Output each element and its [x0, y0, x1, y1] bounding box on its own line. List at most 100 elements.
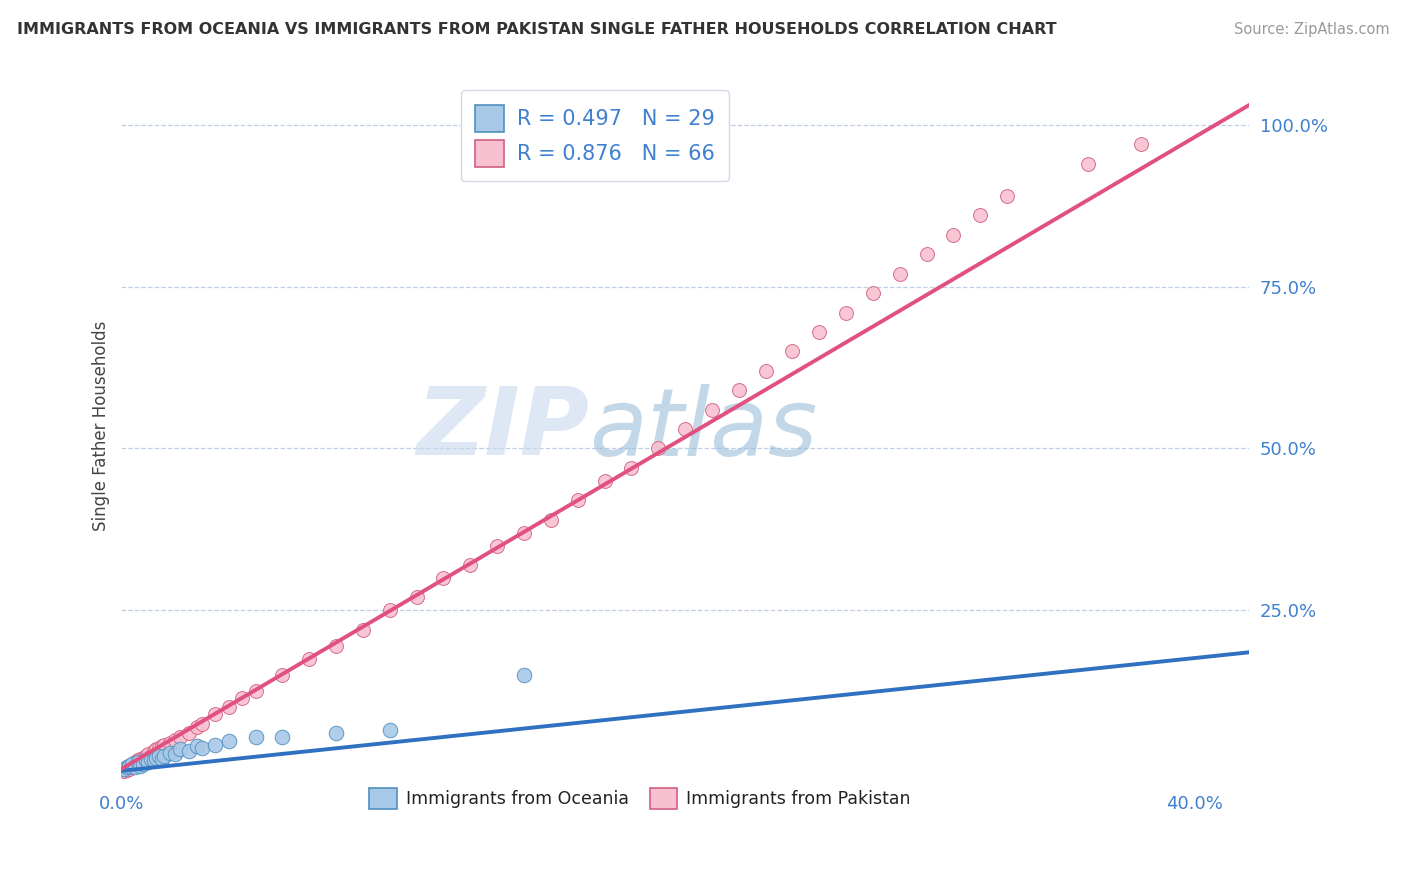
Point	[186, 720, 208, 734]
Point	[165, 747, 187, 761]
Point	[191, 716, 214, 731]
Point	[150, 739, 173, 754]
Point	[136, 751, 159, 765]
Point	[513, 525, 536, 540]
Point	[112, 762, 135, 776]
Point	[129, 756, 152, 770]
Point	[121, 760, 143, 774]
Point	[593, 474, 616, 488]
Point	[378, 603, 401, 617]
Point	[298, 652, 321, 666]
Point	[727, 383, 749, 397]
Point	[132, 757, 155, 772]
Point	[567, 493, 589, 508]
Point	[139, 748, 162, 763]
Point	[942, 227, 965, 242]
Point	[135, 754, 157, 768]
Point	[153, 748, 176, 763]
Point	[782, 344, 804, 359]
Point	[135, 748, 157, 763]
Point	[148, 740, 170, 755]
Point	[204, 738, 226, 752]
Point	[673, 422, 696, 436]
Point	[218, 700, 240, 714]
Point	[115, 763, 138, 777]
Point	[169, 730, 191, 744]
Point	[995, 189, 1018, 203]
Point	[112, 764, 135, 778]
Point	[132, 751, 155, 765]
Point	[127, 754, 149, 768]
Point	[460, 558, 482, 572]
Point	[486, 539, 509, 553]
Point	[191, 740, 214, 755]
Point	[118, 762, 141, 776]
Point	[432, 571, 454, 585]
Point	[245, 730, 267, 744]
Point	[153, 738, 176, 752]
Point	[112, 762, 135, 776]
Point	[231, 690, 253, 705]
Point	[835, 305, 858, 319]
Point	[127, 756, 149, 770]
Point	[124, 758, 146, 772]
Point	[115, 760, 138, 774]
Point	[513, 668, 536, 682]
Point	[754, 364, 776, 378]
Text: IMMIGRANTS FROM OCEANIA VS IMMIGRANTS FROM PAKISTAN SINGLE FATHER HOUSEHOLDS COR: IMMIGRANTS FROM OCEANIA VS IMMIGRANTS FR…	[17, 22, 1056, 37]
Point	[889, 267, 911, 281]
Point	[915, 247, 938, 261]
Point	[145, 742, 167, 756]
Point	[620, 461, 643, 475]
Text: atlas: atlas	[589, 384, 817, 475]
Point	[118, 758, 141, 772]
Point	[142, 754, 165, 768]
Point	[127, 757, 149, 772]
Point	[218, 734, 240, 748]
Y-axis label: Single Father Households: Single Father Households	[93, 320, 110, 531]
Point	[271, 668, 294, 682]
Point	[124, 760, 146, 774]
Point	[159, 736, 181, 750]
Point	[132, 754, 155, 768]
Point	[647, 442, 669, 456]
Point	[540, 513, 562, 527]
Point	[378, 723, 401, 737]
Point	[121, 757, 143, 772]
Point	[165, 732, 187, 747]
Point	[204, 706, 226, 721]
Point	[139, 752, 162, 766]
Point	[1130, 137, 1153, 152]
Point	[115, 760, 138, 774]
Point	[118, 758, 141, 772]
Point	[124, 756, 146, 770]
Point	[177, 726, 200, 740]
Point	[136, 756, 159, 770]
Point	[245, 684, 267, 698]
Point	[169, 742, 191, 756]
Point	[145, 751, 167, 765]
Point	[150, 752, 173, 766]
Point	[129, 758, 152, 772]
Point	[325, 726, 347, 740]
Point	[159, 746, 181, 760]
Point	[186, 739, 208, 754]
Point	[1077, 156, 1099, 170]
Point	[177, 744, 200, 758]
Point	[271, 730, 294, 744]
Point	[969, 208, 991, 222]
Point	[325, 639, 347, 653]
Point	[700, 402, 723, 417]
Point	[121, 757, 143, 772]
Point	[862, 286, 884, 301]
Legend: Immigrants from Oceania, Immigrants from Pakistan: Immigrants from Oceania, Immigrants from…	[363, 780, 918, 816]
Point	[148, 748, 170, 763]
Point	[142, 744, 165, 758]
Text: ZIP: ZIP	[416, 384, 589, 475]
Text: Source: ZipAtlas.com: Source: ZipAtlas.com	[1233, 22, 1389, 37]
Point	[136, 747, 159, 761]
Point	[352, 623, 374, 637]
Point	[405, 591, 427, 605]
Point	[135, 752, 157, 766]
Point	[129, 752, 152, 766]
